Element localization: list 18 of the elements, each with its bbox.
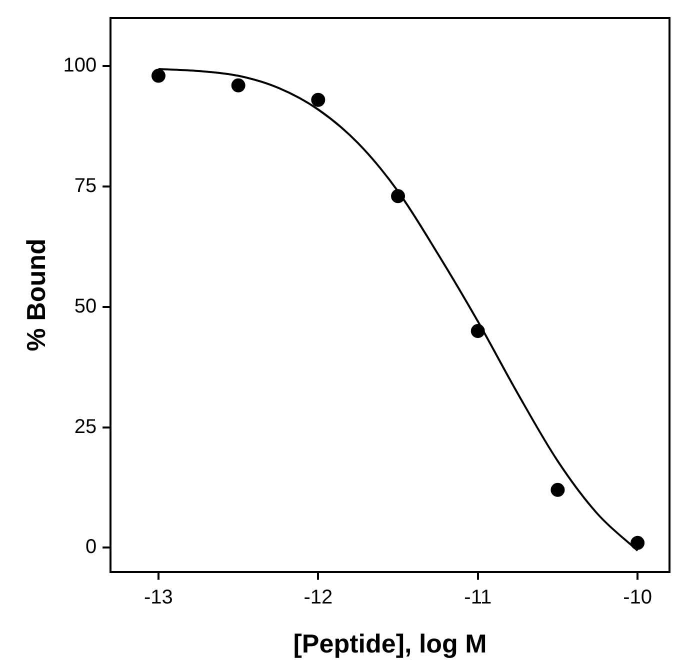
x-tick-label: -11 [464, 586, 492, 608]
y-tick-label: 0 [85, 536, 97, 558]
y-tick-label: 50 [74, 295, 97, 318]
point [391, 189, 406, 204]
point [550, 482, 565, 497]
y-tick-label: 100 [63, 54, 97, 77]
x-tick-label: -10 [623, 586, 652, 608]
y-tick-label: 25 [74, 416, 97, 438]
x-tick-label: -13 [144, 586, 173, 608]
point [231, 78, 246, 92]
point [470, 324, 485, 338]
y-axis-title: % Bound [20, 238, 51, 352]
point [311, 92, 326, 107]
x-axis-title: [Peptide], log M [293, 628, 487, 659]
y-tick-label: 75 [74, 175, 97, 198]
point [151, 68, 166, 83]
x-tick-label: -12 [304, 586, 333, 608]
point [630, 536, 645, 550]
